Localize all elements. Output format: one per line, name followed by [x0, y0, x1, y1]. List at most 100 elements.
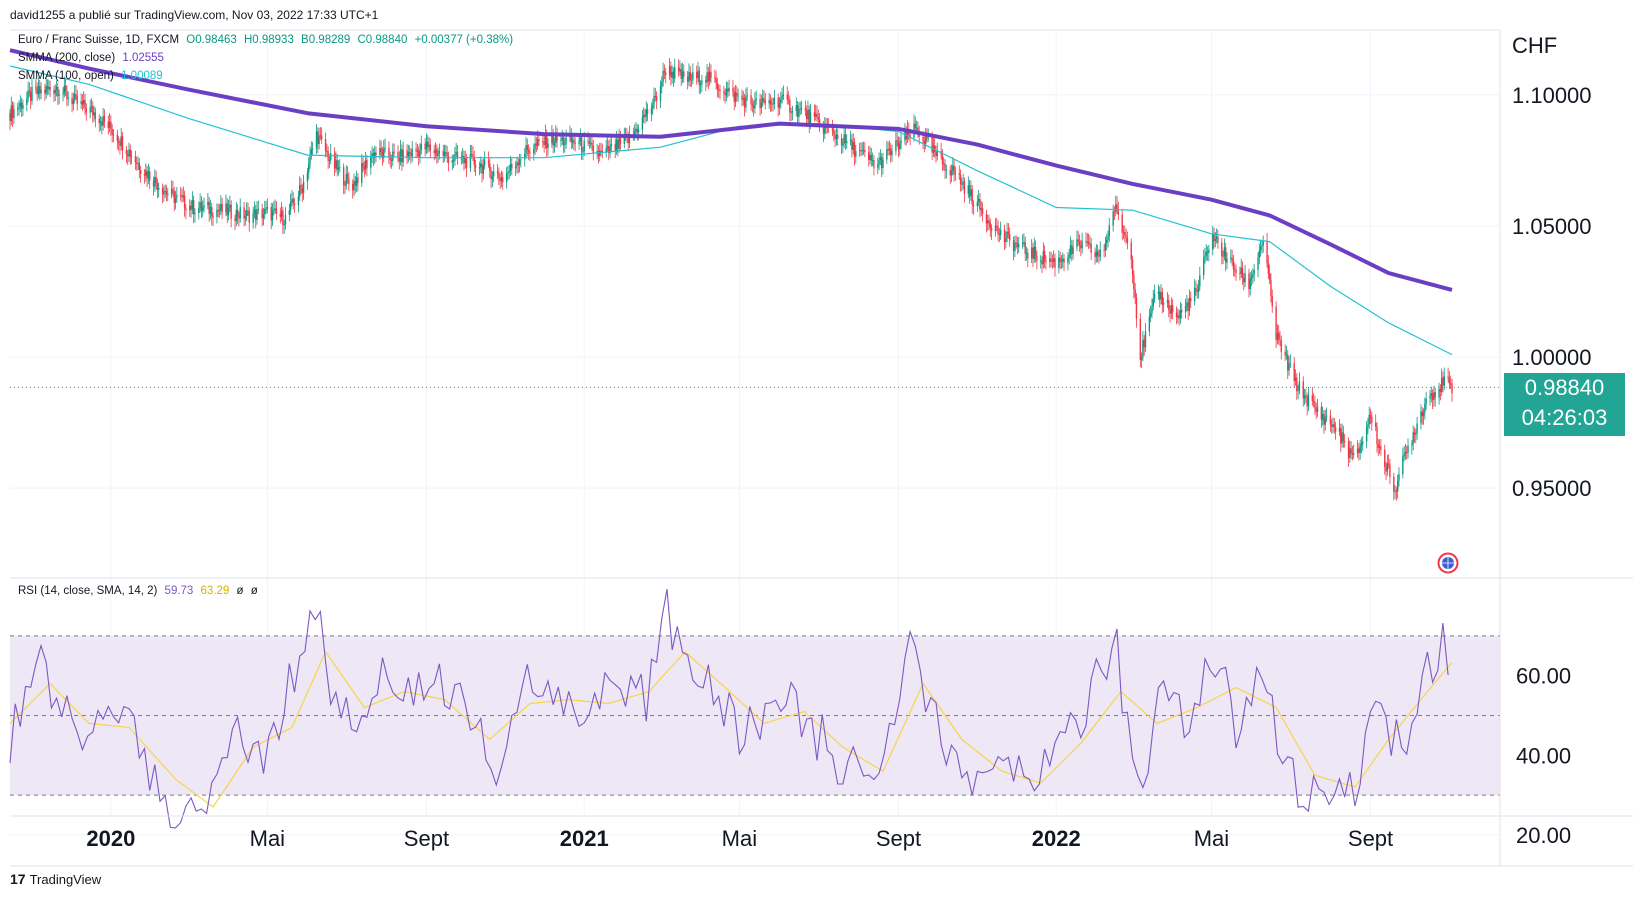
candle-body-46: [92, 106, 94, 116]
candle-519: [949, 165, 951, 185]
candle-body-28: [58, 94, 60, 96]
candle-body-751: [1368, 414, 1370, 424]
candle-body-24: [53, 90, 55, 94]
candle-307: [564, 137, 566, 153]
candle-body-649: [1184, 305, 1187, 313]
candle-80: [154, 169, 156, 192]
candle-82: [156, 178, 159, 199]
candle-body-5: [18, 106, 20, 109]
candle-body-151: [282, 210, 284, 225]
candle-body-631: [1151, 306, 1153, 314]
candle-672: [1224, 242, 1227, 272]
candle-315: [579, 128, 582, 146]
candle-body-347: [636, 128, 638, 133]
candle-body-677: [1234, 268, 1236, 270]
candle-body-410: [751, 103, 754, 106]
time-axis[interactable]: 2020 Mai Sept 2021 Mai Sept 2022 Mai Sept: [86, 826, 1393, 851]
candle-20: [45, 78, 47, 99]
candle-506: [924, 128, 927, 150]
candle-body-758: [1380, 446, 1382, 450]
candle-body-705: [1285, 354, 1288, 356]
candle-body-196: [363, 166, 366, 170]
candle-630: [1149, 305, 1152, 323]
candle-body-430: [787, 99, 790, 101]
candle-730: [1331, 419, 1333, 435]
candle-585: [1068, 248, 1070, 265]
candle-753: [1371, 411, 1373, 431]
candle-body-624: [1139, 318, 1142, 360]
candle-body-357: [654, 95, 657, 97]
candle-761: [1386, 454, 1389, 477]
candle-412: [754, 92, 756, 114]
candle-213: [393, 143, 395, 158]
candle-body-332: [609, 146, 611, 154]
candle-body-575: [1050, 258, 1052, 261]
candle-482: [880, 153, 883, 177]
candle-760: [1385, 462, 1387, 480]
candle-body-546: [997, 226, 999, 235]
candle-body-386: [707, 72, 710, 82]
candle-body-518: [945, 169, 948, 171]
candle-body-711: [1296, 377, 1298, 392]
candle-body-39: [80, 101, 82, 104]
candle-537: [980, 200, 982, 217]
candle-101: [191, 191, 194, 215]
candle-175: [326, 143, 328, 158]
candle-652: [1188, 289, 1191, 317]
candle-773: [1407, 438, 1409, 459]
candle-body-666: [1214, 238, 1217, 241]
candle-body-788: [1434, 392, 1436, 398]
candle-body-291: [535, 143, 538, 146]
candle-body-289: [533, 149, 535, 154]
candle-156: [291, 189, 293, 207]
candle-210: [389, 151, 391, 168]
candle-body-724: [1320, 406, 1323, 420]
candle-body-777: [1415, 433, 1417, 435]
candle-472: [862, 141, 865, 155]
globe-icon[interactable]: [1437, 552, 1459, 574]
candle-750: [1367, 417, 1369, 435]
candle-body-6: [19, 102, 22, 107]
candle-body-224: [415, 148, 417, 152]
candle-body-557: [1016, 242, 1019, 248]
candle-body-494: [904, 132, 906, 141]
candle-body-556: [1015, 242, 1017, 244]
candle-body-791: [1440, 377, 1443, 392]
candle-646: [1178, 309, 1180, 326]
candle-689: [1257, 252, 1259, 278]
candle-body-515: [941, 154, 944, 164]
candle-body-784: [1429, 395, 1431, 399]
candle-290: [534, 136, 536, 155]
candle-583: [1063, 254, 1065, 272]
candle-body-192: [355, 177, 358, 186]
candle-body-588: [1072, 247, 1074, 254]
candle-676: [1232, 254, 1235, 277]
candle-body-478: [873, 159, 875, 168]
candle-639: [1166, 292, 1169, 308]
candle-body-646: [1178, 315, 1180, 319]
candle-body-582: [1062, 258, 1064, 261]
candle-19: [44, 84, 46, 101]
candle-body-109: [207, 201, 209, 206]
candle-394: [723, 85, 725, 102]
candle-body-76: [146, 170, 148, 179]
candle-330: [606, 137, 609, 153]
candle-body-796: [1450, 383, 1452, 385]
candle-body-680: [1240, 267, 1242, 274]
candle-body-669: [1221, 242, 1223, 256]
candle-214: [397, 145, 399, 163]
candle-119: [225, 194, 227, 217]
candle-body-790: [1439, 388, 1442, 392]
candle-body-723: [1316, 406, 1319, 412]
candle-125: [235, 202, 238, 227]
candle-177: [328, 153, 331, 168]
candle-body-67: [129, 149, 131, 157]
tradingview-brand[interactable]: 17 TradingView: [10, 871, 101, 887]
candle-body-715: [1303, 395, 1306, 399]
candle-474: [868, 145, 870, 167]
candle-body-300: [552, 133, 554, 146]
candle-body-187: [346, 173, 349, 179]
